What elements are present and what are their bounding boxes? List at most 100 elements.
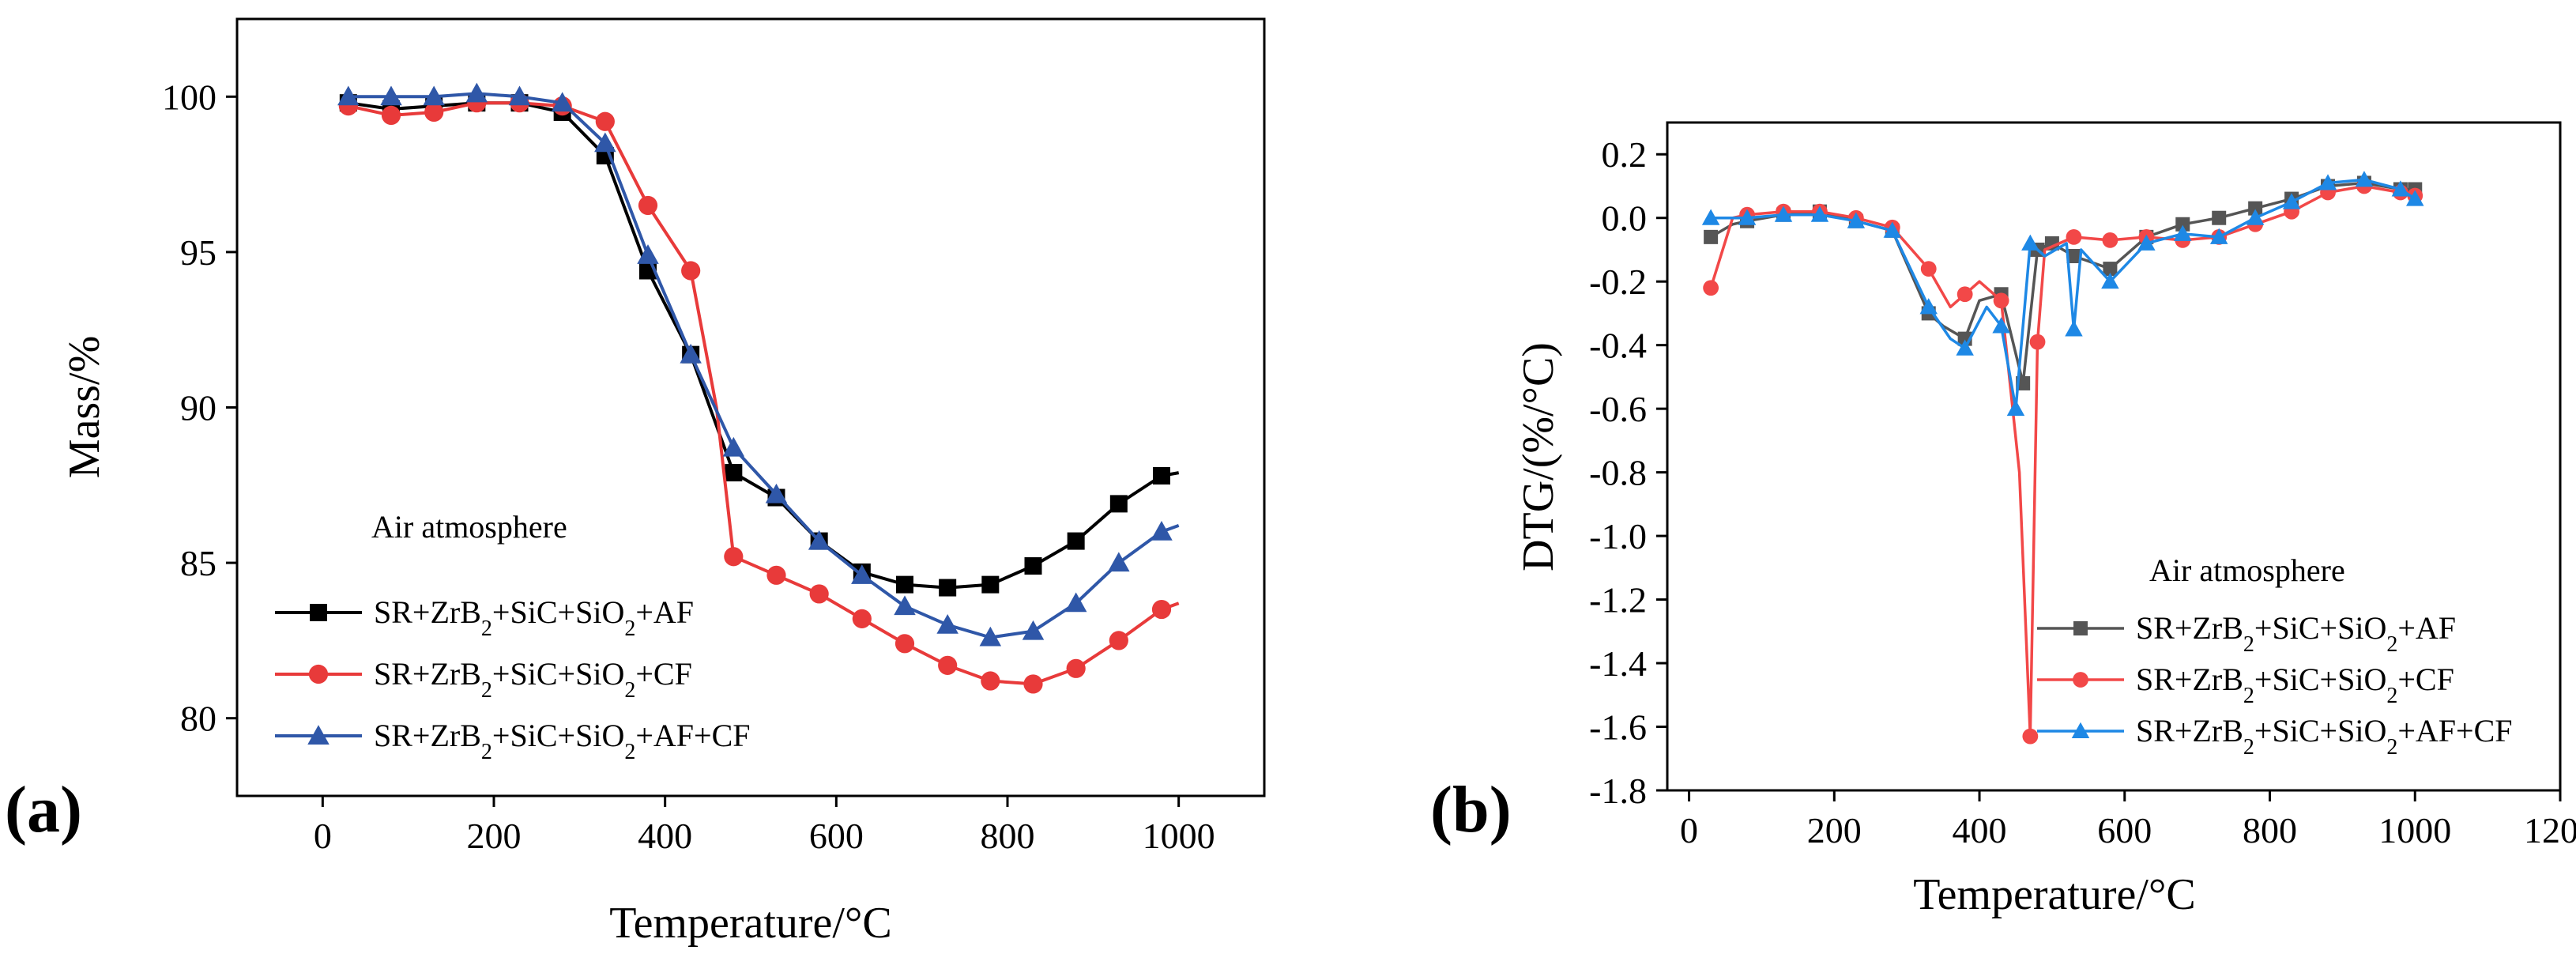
series-3 xyxy=(337,82,1180,647)
series-2-point xyxy=(766,565,786,585)
series-3-point xyxy=(936,613,958,634)
legend-3-label: SR+ZrB2+SiC+SiO2+AF+CF xyxy=(2136,713,2513,760)
panel-a-legend: SR+ZrB2+SiC+SiO2+AF SR+ZrB2+SiC+SiO2+CF SR… xyxy=(275,594,751,764)
x-tick-label: 400 xyxy=(1953,810,2007,850)
y-tick-label: -0.4 xyxy=(1589,326,1647,366)
series-2-point xyxy=(894,634,915,654)
series-3-point xyxy=(894,595,916,616)
y-tick-label: -1.4 xyxy=(1589,643,1647,684)
series-3-point xyxy=(851,564,873,584)
y-tick-label: 95 xyxy=(180,232,217,273)
series-3-point xyxy=(423,85,445,106)
y-tick-label: 0.2 xyxy=(1602,134,1648,175)
series-2-point xyxy=(2066,228,2082,245)
series-2-point xyxy=(1956,286,1973,303)
series-3-point xyxy=(2174,224,2192,241)
series-2-point xyxy=(595,111,615,131)
panel-b-plot-frame xyxy=(1666,121,2562,792)
panel-a-thermogravimetric-chart: 0 200 400 600 800 1000 80 85 90 95 100 Air atmosp… xyxy=(5,17,1266,948)
series-3-point xyxy=(1992,317,2010,334)
series-2-point xyxy=(1993,292,2009,309)
series-2-point xyxy=(1703,280,1719,296)
series-2-line xyxy=(1709,184,2416,738)
series-3-point xyxy=(2355,171,2374,187)
panel-a-x-axis-title: Temperature/°C xyxy=(609,899,891,948)
series-3-point xyxy=(551,92,574,112)
series-2-point xyxy=(938,655,958,675)
series-3-point xyxy=(1810,205,1829,222)
x-tick-label: 1000 xyxy=(1143,816,1215,856)
y-tick-label: 85 xyxy=(180,543,217,583)
series-3-point xyxy=(1022,620,1045,640)
panel-b-label: (b) xyxy=(1430,773,1512,846)
series-1-point xyxy=(725,464,743,482)
x-tick-label: 200 xyxy=(1807,810,1862,850)
y-tick-label: -1.0 xyxy=(1589,516,1647,556)
series-3-point xyxy=(979,626,1002,647)
panel-a-label: (a) xyxy=(5,773,82,846)
series-3-point xyxy=(1701,209,1720,225)
series-2-point xyxy=(1066,658,1086,678)
x-tick-label: 200 xyxy=(467,816,522,856)
series-2-point xyxy=(381,105,401,125)
y-tick-label: -1.2 xyxy=(1589,580,1647,620)
panel-b-annotation: Air atmosphere xyxy=(2149,552,2345,588)
series-1-point xyxy=(896,575,913,594)
series-2-point xyxy=(424,102,444,123)
y-tick-label: 0.0 xyxy=(1602,198,1648,239)
panel-a-y-axis: 80 85 90 95 100 xyxy=(162,77,237,739)
series-2-point xyxy=(1109,631,1128,650)
legend-2-marker xyxy=(308,664,329,684)
series-3-point xyxy=(2065,320,2083,337)
panel-b-y-axis: 0.2 0.0 -0.2 -0.4 -0.6 -0.8 -1.0 -1.2 -1.4 -1.6 -1… xyxy=(1589,134,1667,811)
series-3 xyxy=(1701,171,2424,417)
series-2-point xyxy=(1151,599,1172,620)
y-tick-label: -1.6 xyxy=(1589,707,1647,748)
series-2-point xyxy=(1920,261,1937,277)
legend-1-marker xyxy=(2073,621,2088,635)
series-2-point xyxy=(2022,728,2039,745)
legend-2-label: SR+ZrB2+SiC+SiO2+CF xyxy=(374,656,692,703)
series-1-point xyxy=(981,575,1000,594)
series-2-point xyxy=(809,584,829,604)
series-3-point xyxy=(1847,212,1866,228)
y-tick-label: 80 xyxy=(180,699,217,739)
series-1-point xyxy=(1109,495,1128,513)
series-3-point xyxy=(594,132,616,153)
series-3-point xyxy=(2318,174,2337,190)
series-3-point xyxy=(2282,193,2301,209)
x-tick-label: 800 xyxy=(981,816,1035,856)
y-tick-label: -1.8 xyxy=(1589,771,1647,811)
legend-1-label: SR+ZrB2+SiC+SiO2+AF xyxy=(374,594,694,641)
series-3-point xyxy=(465,82,488,103)
series-3-line xyxy=(348,92,1180,639)
series-2-line xyxy=(348,101,1180,686)
series-1-point xyxy=(2248,201,2263,216)
series-1 xyxy=(1704,175,2423,390)
x-tick-label: 600 xyxy=(809,816,864,856)
series-3-point xyxy=(337,85,360,106)
x-tick-label: 0 xyxy=(314,816,332,856)
series-3-point xyxy=(2101,272,2119,289)
series-2-point xyxy=(1023,674,1043,694)
series-3-point xyxy=(2209,228,2228,244)
series-3-point xyxy=(808,530,830,550)
series-3-point xyxy=(1108,552,1130,572)
panel-b-legend: SR+ZrB2+SiC+SiO2+AF SR+ZrB2+SiC+SiO2+CF SR… xyxy=(2037,610,2513,760)
series-1-point xyxy=(2212,210,2227,225)
x-tick-label: 800 xyxy=(2243,810,2297,850)
legend-1-marker xyxy=(310,604,327,621)
legend-2-label: SR+ZrB2+SiC+SiO2+CF xyxy=(2136,662,2454,708)
series-2-point xyxy=(724,547,744,567)
series-2-point xyxy=(2029,334,2046,350)
series-1-point xyxy=(1067,532,1085,550)
series-1-point xyxy=(1153,467,1170,485)
panel-a-x-axis: 0 200 400 600 800 1000 xyxy=(314,796,1215,856)
series-3-point xyxy=(2406,190,2424,206)
series-3-point xyxy=(637,244,659,264)
y-tick-label: -0.8 xyxy=(1589,453,1647,493)
